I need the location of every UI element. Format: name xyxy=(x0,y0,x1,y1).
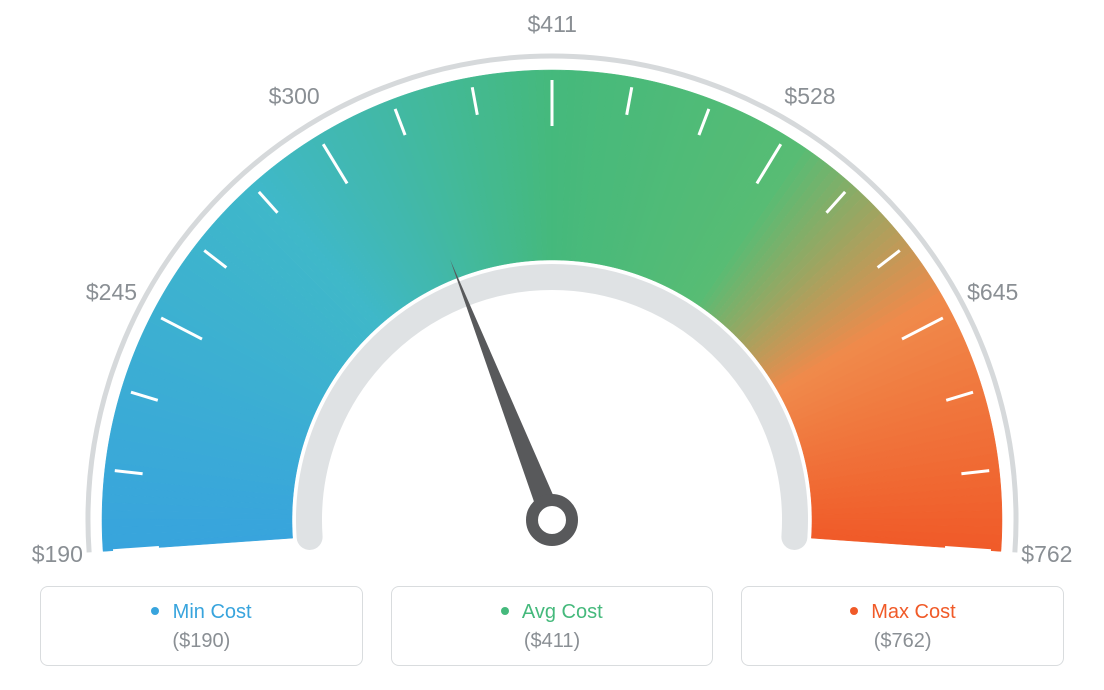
dot-avg xyxy=(501,607,509,615)
card-max-cost: Max Cost ($762) xyxy=(741,586,1064,666)
card-min-cost: Min Cost ($190) xyxy=(40,586,363,666)
gauge-needle xyxy=(450,259,562,524)
cost-gauge: $190$245$300$411$528$645$762 xyxy=(0,0,1104,560)
summary-cards: Min Cost ($190) Avg Cost ($411) Max Cost… xyxy=(40,586,1064,666)
card-max-title: Max Cost xyxy=(742,601,1063,624)
gauge-tick-label: $411 xyxy=(528,11,577,38)
gauge-svg xyxy=(0,0,1104,560)
gauge-gradient-arc xyxy=(102,70,1002,551)
card-avg-label: Avg Cost xyxy=(522,601,603,623)
gauge-tick-label: $190 xyxy=(32,541,83,568)
card-min-title: Min Cost xyxy=(41,601,362,624)
card-avg-value: ($411) xyxy=(392,630,713,653)
card-max-label: Max Cost xyxy=(871,601,955,623)
gauge-tick-label: $528 xyxy=(784,83,835,110)
gauge-tick-label: $645 xyxy=(967,279,1018,306)
gauge-tick-label: $245 xyxy=(86,279,137,306)
card-min-value: ($190) xyxy=(41,630,362,653)
gauge-tick-label: $762 xyxy=(1021,541,1072,568)
card-max-value: ($762) xyxy=(742,630,1063,653)
gauge-tick-label: $300 xyxy=(269,83,320,110)
card-avg-cost: Avg Cost ($411) xyxy=(391,586,714,666)
dot-max xyxy=(850,607,858,615)
card-avg-title: Avg Cost xyxy=(392,601,713,624)
card-min-label: Min Cost xyxy=(173,601,252,623)
dot-min xyxy=(151,607,159,615)
gauge-needle-hub xyxy=(532,500,572,540)
